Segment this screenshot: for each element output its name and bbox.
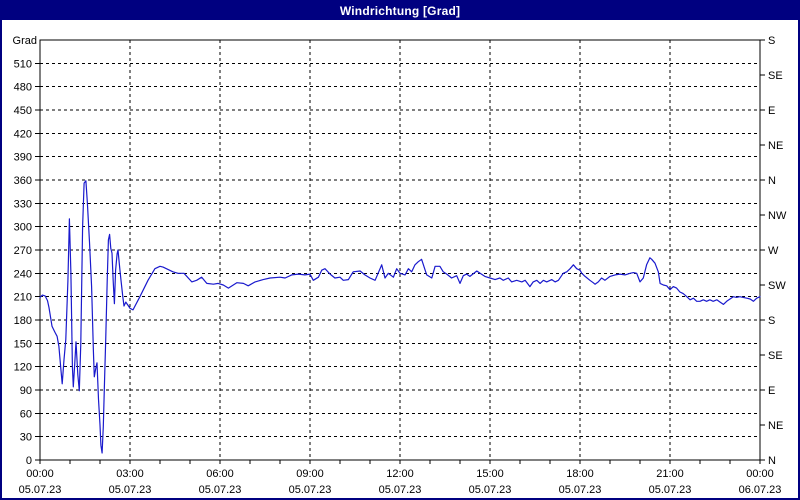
x-tick-date-label: 06.07.23 (739, 484, 782, 496)
compass-label: S (768, 315, 775, 327)
y-tick-label: 390 (14, 152, 32, 164)
compass-label: SE (768, 70, 783, 82)
compass-label: SW (768, 280, 786, 292)
y-tick-label: 330 (14, 198, 32, 210)
x-tick-date-label: 05.07.23 (469, 484, 512, 496)
y-tick-label: 120 (14, 362, 32, 374)
compass-label: SE (768, 350, 783, 362)
compass-label: W (768, 245, 779, 257)
y-tick-label: 150 (14, 338, 32, 350)
y-tick-label: 0 (26, 455, 32, 467)
y-tick-label: 30 (20, 432, 32, 444)
x-tick-date-label: 05.07.23 (379, 484, 422, 496)
x-tick-date-label: 05.07.23 (289, 484, 332, 496)
y-tick-label: 60 (20, 408, 32, 420)
x-tick-date-label: 05.07.23 (649, 484, 692, 496)
x-tick-date-label: 05.07.23 (199, 484, 242, 496)
compass-label: E (768, 385, 775, 397)
y-tick-label: 90 (20, 385, 32, 397)
y-tick-label: 180 (14, 315, 32, 327)
x-tick-time-label: 00:00 (746, 468, 774, 480)
y-tick-label: 510 (14, 58, 32, 70)
compass-label: E (768, 105, 775, 117)
x-tick-date-label: 05.07.23 (559, 484, 602, 496)
compass-label: NE (768, 140, 783, 152)
compass-label: NW (768, 210, 787, 222)
x-tick-date-label: 05.07.23 (19, 484, 62, 496)
x-tick-time-label: 06:00 (206, 468, 234, 480)
x-tick-date-label: 05.07.23 (109, 484, 152, 496)
y-tick-label: 450 (14, 105, 32, 117)
x-tick-time-label: 09:00 (296, 468, 324, 480)
y-tick-label: 300 (14, 222, 32, 234)
x-tick-time-label: 15:00 (476, 468, 504, 480)
y-tick-label: 240 (14, 268, 32, 280)
x-tick-time-label: 18:00 (566, 468, 594, 480)
compass-label: N (768, 455, 776, 467)
title-bar: Windrichtung [Grad] (2, 2, 798, 20)
y-axis-unit-label: Grad (13, 35, 37, 47)
window-title: Windrichtung [Grad] (339, 4, 461, 18)
compass-label: S (768, 35, 775, 47)
wind-direction-series (39, 180, 761, 454)
y-tick-label: 210 (14, 292, 32, 304)
x-tick-time-label: 12:00 (386, 468, 414, 480)
x-tick-time-label: 00:00 (26, 468, 54, 480)
y-tick-label: 360 (14, 175, 32, 187)
compass-label: N (768, 175, 776, 187)
y-tick-label: 420 (14, 128, 32, 140)
compass-label: NE (768, 420, 783, 432)
y-tick-label: 480 (14, 82, 32, 94)
x-tick-time-label: 21:00 (656, 468, 684, 480)
x-tick-time-label: 03:00 (116, 468, 144, 480)
y-tick-label: 270 (14, 245, 32, 257)
